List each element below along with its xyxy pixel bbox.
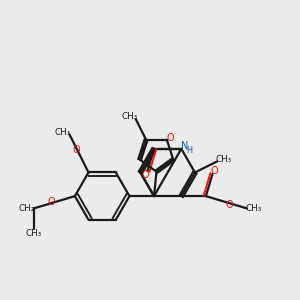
Text: O: O <box>142 170 150 180</box>
Text: O: O <box>226 200 233 210</box>
Text: O: O <box>47 197 55 207</box>
Text: O: O <box>73 145 80 155</box>
Text: O: O <box>210 166 218 176</box>
Text: CH₃: CH₃ <box>121 112 137 121</box>
Text: CH₃: CH₃ <box>55 128 71 137</box>
Text: CH₃: CH₃ <box>26 229 42 238</box>
Text: H: H <box>186 146 192 155</box>
Text: O: O <box>166 133 174 143</box>
Text: CH₂: CH₂ <box>19 204 35 213</box>
Text: CH₃: CH₃ <box>216 155 232 164</box>
Text: CH₃: CH₃ <box>246 204 262 213</box>
Text: N: N <box>181 141 188 151</box>
